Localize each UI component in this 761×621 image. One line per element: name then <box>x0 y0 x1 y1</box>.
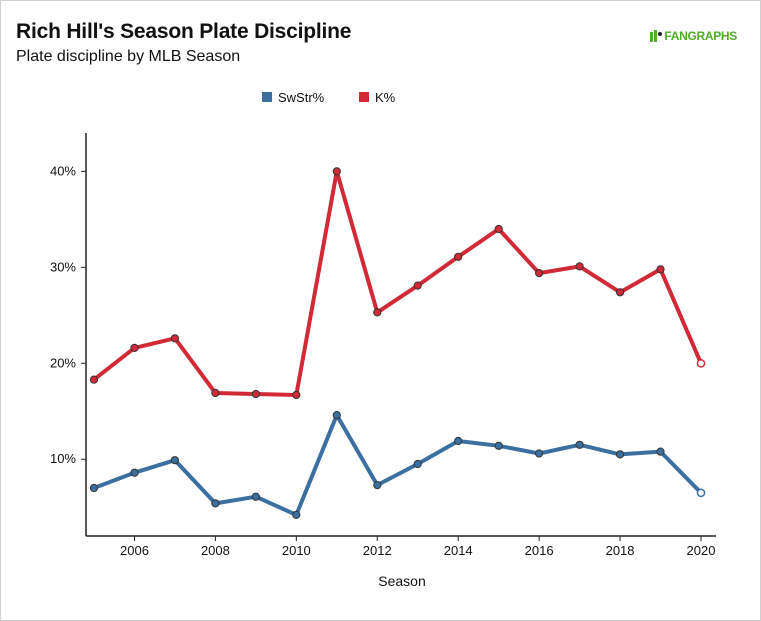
data-point[interactable] <box>696 358 706 368</box>
x-tick-label: 2010 <box>282 543 311 558</box>
data-point[interactable] <box>535 449 544 458</box>
data-point[interactable] <box>494 224 503 234</box>
data-point[interactable] <box>575 262 584 271</box>
data-point[interactable] <box>656 447 665 456</box>
chart-series <box>89 167 706 520</box>
legend-label: SwStr% <box>278 90 325 105</box>
x-tick-label: 2012 <box>363 543 392 558</box>
data-point[interactable] <box>413 281 422 290</box>
x-tick-label: 2020 <box>687 543 716 558</box>
data-point[interactable] <box>170 456 179 465</box>
data-point[interactable] <box>332 167 341 176</box>
data-point[interactable] <box>373 308 382 317</box>
data-point[interactable] <box>170 334 179 343</box>
legend-swatch <box>262 92 272 102</box>
data-point[interactable] <box>616 288 625 297</box>
data-point[interactable] <box>373 481 382 490</box>
chart-title: Rich Hill's Season Plate Discipline <box>16 20 352 43</box>
data-point[interactable] <box>413 459 422 469</box>
series-swstr <box>89 411 706 520</box>
data-point[interactable] <box>292 390 301 400</box>
chart-subtitle: Plate discipline by MLB Season <box>16 48 241 65</box>
data-point[interactable] <box>130 468 139 477</box>
series-line <box>92 413 703 517</box>
data-point[interactable] <box>696 488 706 498</box>
x-tick-label: 2006 <box>120 543 149 558</box>
data-point[interactable] <box>211 499 220 508</box>
fangraphs-logo[interactable]: FANGRAPHS <box>650 29 737 43</box>
chart-axes <box>85 133 716 537</box>
fangraphs-logo-text: FANGRAPHS <box>664 29 737 43</box>
x-tick-label: 2008 <box>201 543 230 558</box>
y-tick-label: 20% <box>50 355 76 370</box>
x-tick-label: 2014 <box>444 543 473 558</box>
chart-legend: SwStr% K% <box>262 90 396 105</box>
data-point[interactable] <box>130 343 139 352</box>
data-point[interactable] <box>89 483 99 493</box>
chart-ticks: 2006 2008 2010 2012 2014 2016 2018 2020 10% 20% 30… <box>50 163 715 558</box>
data-point[interactable] <box>454 436 463 446</box>
legend-swatch <box>359 92 369 102</box>
y-tick-label: 30% <box>50 259 76 274</box>
data-point[interactable] <box>251 492 260 501</box>
x-tick-label: 2016 <box>525 543 554 558</box>
data-point[interactable] <box>211 388 220 398</box>
data-point[interactable] <box>494 441 503 450</box>
data-point[interactable] <box>332 411 341 420</box>
y-tick-label: 40% <box>50 163 76 178</box>
fangraphs-logo-icon <box>650 30 663 42</box>
x-axis-title: Season <box>378 573 425 589</box>
series-k <box>89 167 706 400</box>
x-tick-label: 2018 <box>606 543 635 558</box>
data-point[interactable] <box>616 450 625 459</box>
data-point[interactable] <box>251 389 260 399</box>
data-point[interactable] <box>575 440 584 449</box>
legend-item[interactable]: SwStr% <box>262 90 325 105</box>
series-line <box>92 169 703 397</box>
data-point[interactable] <box>89 375 99 384</box>
data-point[interactable] <box>454 252 463 261</box>
legend-label: K% <box>375 90 396 105</box>
data-point[interactable] <box>656 265 665 274</box>
y-tick-label: 10% <box>50 451 76 466</box>
data-point[interactable] <box>535 269 544 278</box>
data-point[interactable] <box>292 510 301 520</box>
legend-item[interactable]: K% <box>359 90 396 105</box>
